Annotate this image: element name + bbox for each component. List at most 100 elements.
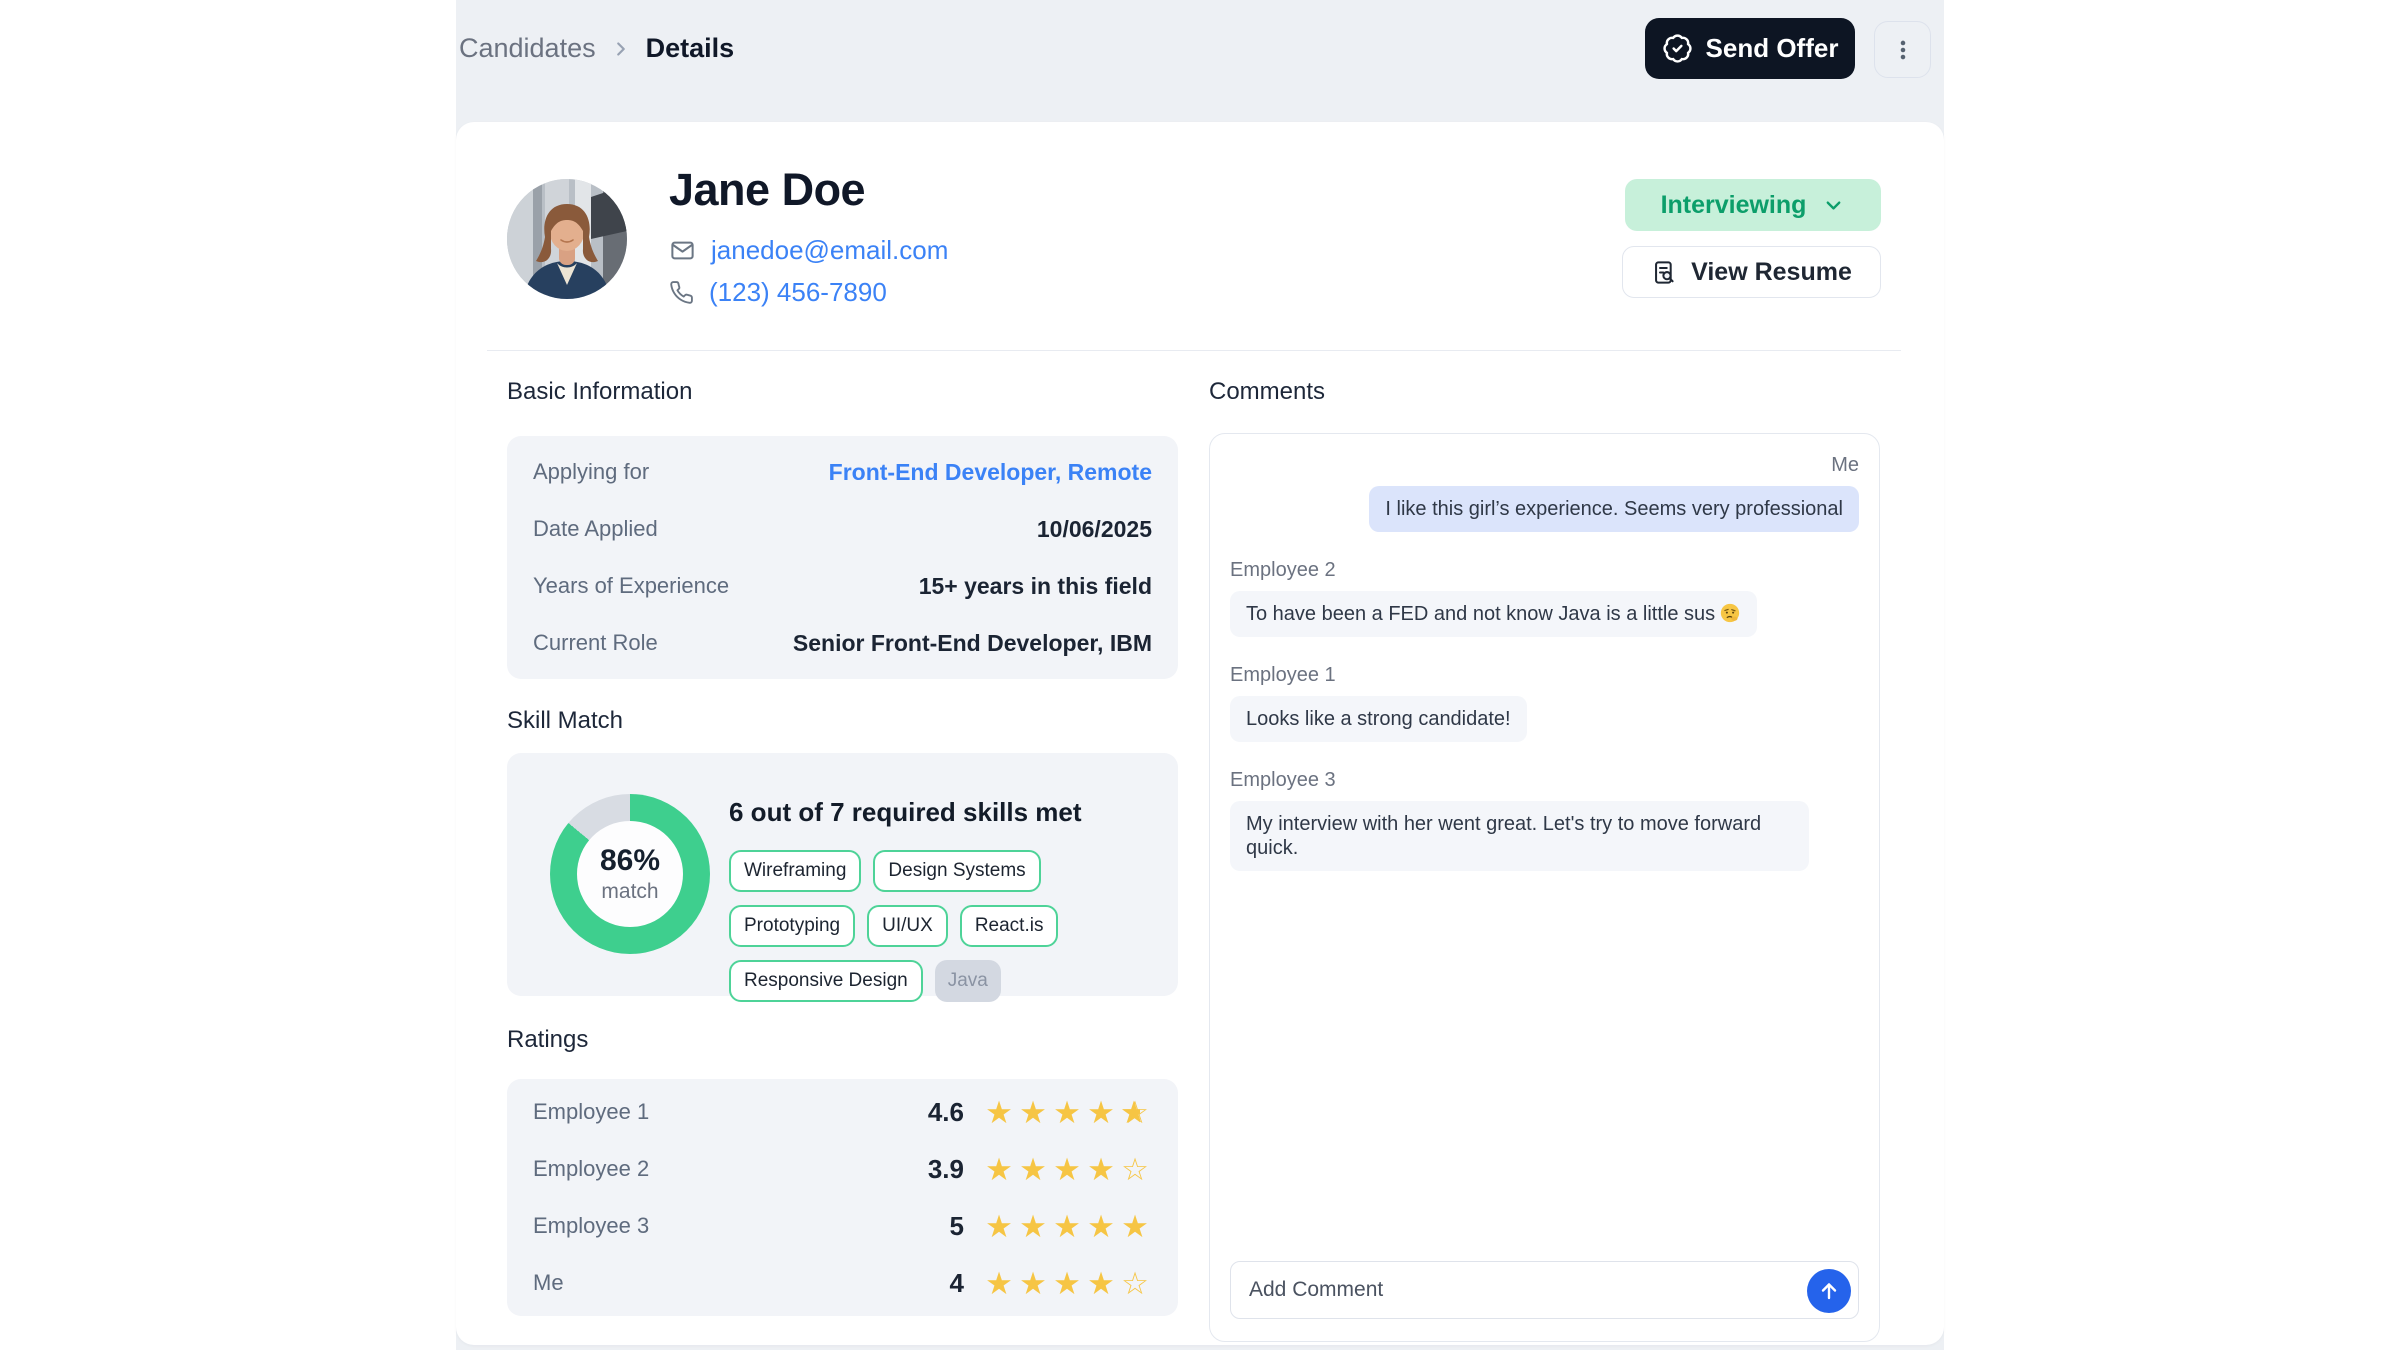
file-search-icon bbox=[1651, 259, 1678, 286]
status-label: Interviewing bbox=[1660, 190, 1807, 219]
star-icon: ★ bbox=[1053, 1151, 1081, 1187]
ratings-panel: Employee 1 4.6 ★ ★ ★ ★ ☆ ★ Employee 2 3.9 ★ ★ ★ ★ ☆ Emp… bbox=[507, 1079, 1178, 1316]
more-options-button[interactable] bbox=[1874, 21, 1931, 78]
comment-group: Me I like this girl’s experience. Seems v… bbox=[1230, 454, 1859, 532]
comment-list: Me I like this girl’s experience. Seems v… bbox=[1230, 454, 1859, 871]
comment-author: Employee 1 bbox=[1230, 664, 1336, 686]
star-icon: ★ bbox=[1053, 1094, 1081, 1130]
breadcrumb-details: Details bbox=[645, 33, 735, 63]
ratings-title: Ratings bbox=[507, 1026, 589, 1053]
info-row: Date Applied 10/06/2025 bbox=[533, 501, 1152, 558]
view-resume-label: View Resume bbox=[1691, 257, 1852, 286]
skill-match-donut-chart: 86% match bbox=[550, 794, 710, 954]
send-comment-button[interactable] bbox=[1807, 1269, 1851, 1313]
skill-chip-list: Wireframing Design Systems Prototyping UI/U… bbox=[729, 850, 1161, 1002]
star-icon: ★ bbox=[1053, 1265, 1081, 1301]
send-offer-button[interactable]: Send Offer bbox=[1645, 18, 1855, 79]
skill-chip: UI/UX bbox=[867, 905, 948, 947]
phone-row: (123) 456-7890 bbox=[669, 276, 887, 308]
info-value-link[interactable]: Front-End Developer, Remote bbox=[828, 458, 1152, 485]
kebab-icon bbox=[1890, 37, 1916, 63]
star-icon: ★ bbox=[1087, 1208, 1115, 1244]
rating-name: Employee 2 bbox=[533, 1156, 650, 1181]
candidate-name: Jane Doe bbox=[669, 164, 866, 215]
star-icon: ★ bbox=[985, 1265, 1013, 1301]
basic-information-title: Basic Information bbox=[507, 378, 693, 405]
star-icon: ★ bbox=[985, 1094, 1013, 1130]
skill-chip-missing: Java bbox=[934, 960, 1001, 1002]
header-divider bbox=[487, 350, 1901, 351]
star-rating: ★ ★ ★ ★ ☆ ★ bbox=[982, 1097, 1152, 1128]
candidate-phone-link[interactable]: (123) 456-7890 bbox=[709, 276, 887, 307]
view-resume-button[interactable]: View Resume bbox=[1622, 246, 1881, 298]
star-rating: ★ ★ ★ ★ ☆ bbox=[982, 1268, 1152, 1299]
comment-author: Employee 3 bbox=[1230, 769, 1336, 791]
rating-name: Me bbox=[533, 1270, 564, 1295]
info-value: 15+ years in this field bbox=[918, 572, 1152, 599]
comment-bubble: To have been a FED and not know Java is … bbox=[1230, 591, 1758, 637]
rating-row: Me 4 ★ ★ ★ ★ ☆ bbox=[533, 1255, 1152, 1312]
rating-row: Employee 3 5 ★ ★ ★ ★ ★ bbox=[533, 1198, 1152, 1255]
rating-name: Employee 3 bbox=[533, 1213, 650, 1238]
star-rating: ★ ★ ★ ★ ★ bbox=[982, 1211, 1152, 1242]
rating-name: Employee 1 bbox=[533, 1099, 650, 1124]
phone-icon bbox=[669, 280, 694, 305]
basic-information-panel: Applying for Front-End Developer, Remote D… bbox=[507, 436, 1178, 679]
status-dropdown[interactable]: Interviewing bbox=[1625, 179, 1881, 231]
chevron-right-icon bbox=[610, 38, 632, 60]
badge-check-icon bbox=[1662, 33, 1693, 64]
star-icon: ☆ bbox=[1121, 1151, 1149, 1187]
comment-bubble: I like this girl’s experience. Seems ver… bbox=[1369, 486, 1859, 532]
info-row: Current Role Senior Front-End Developer, … bbox=[533, 615, 1152, 672]
comments-title: Comments bbox=[1209, 378, 1326, 405]
star-icon: ★ bbox=[1053, 1208, 1081, 1244]
skill-chip: Prototyping bbox=[729, 905, 856, 947]
chevron-down-icon bbox=[1822, 194, 1845, 217]
info-label: Applying for bbox=[533, 459, 650, 484]
star-icon: ★ bbox=[1019, 1208, 1047, 1244]
breadcrumb: Candidates Details bbox=[459, 33, 734, 64]
skill-match-percent-sublabel: match bbox=[601, 880, 659, 903]
star-icon: ★ bbox=[1087, 1265, 1115, 1301]
star-rating: ★ ★ ★ ★ ☆ bbox=[982, 1154, 1152, 1185]
skill-match-percent: 86% bbox=[599, 844, 661, 877]
rating-row: Employee 2 3.9 ★ ★ ★ ★ ☆ bbox=[533, 1141, 1152, 1198]
add-comment-input[interactable] bbox=[1249, 1262, 1789, 1318]
send-offer-label: Send Offer bbox=[1705, 33, 1839, 63]
info-label: Date Applied bbox=[533, 516, 658, 541]
add-comment-box bbox=[1230, 1261, 1859, 1319]
rating-score: 5 bbox=[949, 1210, 964, 1241]
star-icon: ☆ ★ bbox=[1120, 1094, 1149, 1130]
star-icon: ★ bbox=[1019, 1151, 1047, 1187]
skill-chip: React.is bbox=[959, 905, 1059, 947]
skill-match-panel: 86% match 6 out of 7 required skills met… bbox=[507, 753, 1178, 1002]
skill-chip: Responsive Design bbox=[729, 960, 923, 1002]
rating-score: 4 bbox=[949, 1267, 964, 1298]
comment-bubble: Looks like a strong candidate! bbox=[1230, 696, 1527, 742]
half-star-fill: ★ bbox=[1120, 1096, 1140, 1128]
candidate-card: Jane Doe janedoe@email.com (123) 456-789… bbox=[456, 122, 1944, 1345]
star-icon: ★ bbox=[985, 1208, 1013, 1244]
breadcrumb-candidates[interactable]: Candidates bbox=[459, 33, 596, 63]
skill-match-title: Skill Match bbox=[507, 707, 624, 734]
right-column: Comments Me I like this girl’s experience… bbox=[1209, 362, 1880, 1345]
rating-score: 4.6 bbox=[927, 1096, 964, 1127]
arrow-up-icon bbox=[1817, 1279, 1841, 1303]
info-label: Current Role bbox=[533, 630, 658, 655]
star-icon: ★ bbox=[1087, 1094, 1115, 1130]
thinking-emoji-icon bbox=[1719, 602, 1741, 624]
rating-row: Employee 1 4.6 ★ ★ ★ ★ ☆ ★ bbox=[533, 1084, 1152, 1141]
comment-group: Employee 2 To have been a FED and not kno… bbox=[1230, 559, 1859, 637]
info-row: Years of Experience 15+ years in this fie… bbox=[533, 558, 1152, 615]
skill-chip: Design Systems bbox=[873, 850, 1041, 892]
comment-bubble: My interview with her went great. Let's … bbox=[1230, 801, 1809, 871]
comment-author: Employee 2 bbox=[1230, 559, 1336, 581]
comment-group: Employee 1 Looks like a strong candidate! bbox=[1230, 664, 1859, 742]
star-icon: ☆ bbox=[1121, 1265, 1149, 1301]
rating-score: 3.9 bbox=[927, 1153, 964, 1184]
candidate-email-link[interactable]: janedoe@email.com bbox=[711, 234, 949, 265]
star-icon: ★ bbox=[1087, 1151, 1115, 1187]
mail-icon bbox=[669, 237, 696, 264]
star-icon: ★ bbox=[985, 1151, 1013, 1187]
